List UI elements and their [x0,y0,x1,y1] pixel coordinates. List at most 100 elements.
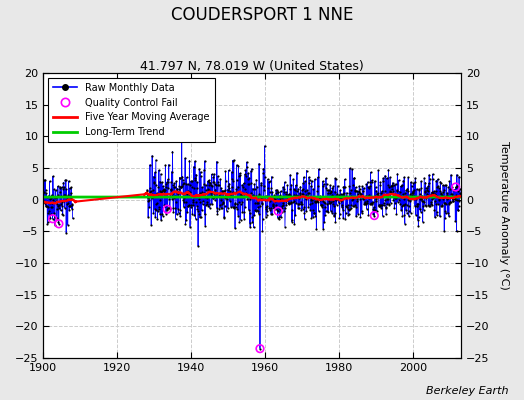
Point [455,198,464,204]
Point [342,195,351,201]
Point [61,177,70,184]
Point [171,193,179,199]
Point [282,202,291,208]
Point [228,168,236,175]
Point [435,188,444,194]
Point [144,214,152,220]
Point [201,194,210,200]
Point [419,203,428,210]
Point [202,201,211,208]
Point [193,184,201,191]
Point [153,216,161,222]
Text: Berkeley Earth: Berkeley Earth [426,386,508,396]
Point [66,192,74,199]
Point [342,189,351,196]
Point [312,198,320,205]
Point [354,188,363,195]
Point [293,200,302,207]
Point [417,185,425,192]
Point [438,190,446,196]
Point [277,209,286,216]
Point [211,181,219,187]
Point [425,203,434,210]
Point [423,188,432,194]
Point [323,208,331,214]
Point [176,175,184,181]
Point [324,187,333,194]
Point [337,202,346,208]
Point [287,200,296,206]
Point [226,188,234,194]
Point [451,218,460,224]
Point [285,201,293,207]
Point [351,184,359,190]
Point [242,173,250,179]
Point [149,210,158,216]
Point [188,178,196,184]
Point [361,200,369,207]
Point [431,198,439,204]
Point [350,202,358,209]
Point [308,200,316,206]
Point [184,203,192,210]
Point [380,188,389,194]
Point [401,220,409,227]
Point [288,216,297,223]
Point [198,188,206,195]
Point [377,205,385,211]
Point [248,218,256,225]
Point [173,185,182,192]
Point [378,193,387,199]
Point [374,167,383,174]
Point [244,181,252,188]
Point [290,220,299,227]
Point [274,189,282,196]
Point [368,201,376,208]
Point [269,202,277,208]
Point [382,211,390,217]
Point [260,143,269,149]
Point [62,196,71,202]
Point [205,186,213,193]
Point [251,200,259,206]
Point [355,183,363,189]
Point [170,180,179,186]
Point [410,196,419,203]
Point [294,205,302,211]
Point [250,212,258,218]
Point [419,198,427,204]
Point [260,186,268,193]
Point [275,204,283,210]
Point [336,187,344,193]
Point [396,193,405,200]
Point [454,207,463,214]
Point [184,191,193,197]
Point [387,188,395,195]
Point [277,196,286,202]
Point [265,178,274,184]
Point [144,195,152,202]
Point [328,185,336,191]
Point [215,190,224,197]
Point [169,184,178,190]
Point [252,176,260,183]
Point [355,186,364,192]
Point [300,216,309,222]
Point [183,203,192,209]
Point [54,192,62,198]
Point [391,200,399,206]
Point [407,196,416,202]
Point [346,193,355,200]
Point [259,166,268,172]
Point [433,193,441,199]
Point [347,187,355,194]
Point [57,200,65,207]
Point [406,192,414,199]
Point [367,179,376,185]
Point [385,183,394,190]
Point [386,199,395,206]
Point [347,194,356,200]
Point [43,218,52,225]
Point [315,196,324,202]
Point [297,206,305,213]
